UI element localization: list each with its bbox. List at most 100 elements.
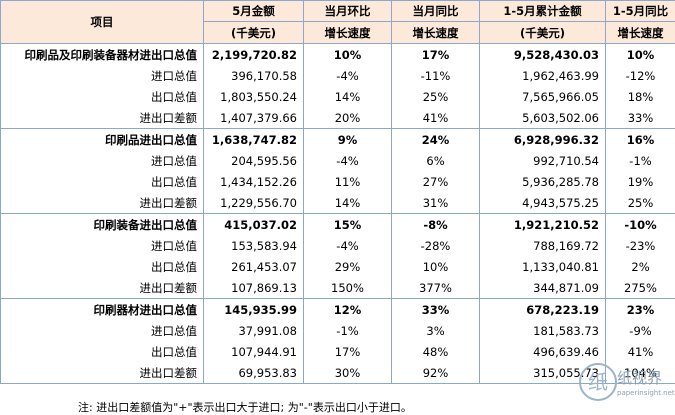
- ytd-yoy-growth-cell: -1%: [605, 150, 675, 171]
- ytd-yoy-growth-cell: 18%: [605, 86, 675, 107]
- ytd-yoy-growth-cell: 10%: [605, 43, 675, 65]
- ytd-amount-cell: 496,639.46: [479, 341, 606, 362]
- mom-growth-cell: 14%: [303, 192, 392, 214]
- yoy-growth-cell: 17%: [391, 43, 480, 65]
- may-amount-cell: 107,944.91: [203, 341, 304, 362]
- mom-growth-cell: 20%: [303, 107, 392, 129]
- ytd-yoy-growth-cell: 2%: [605, 256, 675, 277]
- group-total-row: 印刷品及印刷装备器材进出口总值 2,199,720.82 10% 17% 9,528,4…: [0, 43, 675, 65]
- row-label-cell: 进口总值: [0, 320, 204, 341]
- watermark-logo: 纸 纸视界 paperinsight.net: [579, 363, 675, 403]
- row-label-cell: 出口总值: [0, 341, 204, 362]
- table-row: 出口总值 107,944.91 17% 48% 496,639.46 41%: [0, 341, 675, 362]
- row-label-cell: 进口总值: [0, 150, 204, 171]
- mom-growth-cell: 150%: [303, 277, 392, 299]
- row-label-cell: 出口总值: [0, 171, 204, 192]
- may-amount-cell: 2,199,720.82: [203, 43, 304, 65]
- ytd-amount-cell: 1,921,210.52: [479, 213, 606, 235]
- row-label-cell: 进出口差额: [0, 277, 204, 299]
- logo-mark-icon: 纸: [579, 363, 617, 401]
- table-row: 进出口差额 69,953.83 30% 92% 315,055.73 104%: [0, 362, 675, 384]
- header-item: 项目: [0, 0, 204, 44]
- row-label-cell: 进出口差额: [0, 362, 204, 384]
- yoy-growth-cell: -8%: [391, 213, 480, 235]
- yoy-growth-cell: 377%: [391, 277, 480, 299]
- yoy-growth-cell: 27%: [391, 171, 480, 192]
- logo-url-text: paperinsight.net: [617, 389, 675, 397]
- header-ytd-amount: 1-5月累计金额: [479, 0, 606, 22]
- may-amount-cell: 153,583.94: [203, 235, 304, 256]
- table-row: 进出口差额 1,407,379.66 20% 41% 5,603,502.06 33%: [0, 107, 675, 129]
- yoy-growth-cell: 6%: [391, 150, 480, 171]
- header-may-amount: 5月金额: [203, 0, 304, 22]
- ytd-amount-cell: 678,223.19: [479, 298, 606, 320]
- header-mom-growth: 当月环比: [303, 0, 392, 22]
- yoy-growth-cell: 48%: [391, 341, 480, 362]
- yoy-growth-cell: 92%: [391, 362, 480, 384]
- header-yoy-growth-sub: 增长速度: [391, 21, 480, 44]
- table-body: 印刷品及印刷装备器材进出口总值 2,199,720.82 10% 17% 9,528,4…: [0, 43, 675, 384]
- group-total-row: 印刷品进出口总值 1,638,747.82 9% 24% 6,928,996.32 16%: [0, 128, 675, 150]
- may-amount-cell: 1,638,747.82: [203, 128, 304, 150]
- table-row: 进口总值 204,595.56 -4% 6% 992,710.54 -1%: [0, 150, 675, 171]
- yoy-growth-cell: -28%: [391, 235, 480, 256]
- ytd-amount-cell: 788,169.72: [479, 235, 606, 256]
- ytd-amount-cell: 1,133,040.81: [479, 256, 606, 277]
- table-row: 进口总值 153,583.94 -4% -28% 788,169.72 -23%: [0, 235, 675, 256]
- yoy-growth-cell: 24%: [391, 128, 480, 150]
- yoy-growth-cell: 31%: [391, 192, 480, 214]
- ytd-amount-cell: 7,565,966.05: [479, 86, 606, 107]
- may-amount-cell: 204,595.56: [203, 150, 304, 171]
- header-ytd-amount-unit: (千美元): [479, 21, 606, 44]
- mom-growth-cell: -4%: [303, 235, 392, 256]
- ytd-amount-cell: 992,710.54: [479, 150, 606, 171]
- may-amount-cell: 37,991.08: [203, 320, 304, 341]
- mom-growth-cell: -1%: [303, 320, 392, 341]
- mom-growth-cell: 17%: [303, 341, 392, 362]
- ytd-amount-cell: 4,943,575.25: [479, 192, 606, 214]
- row-label-cell: 印刷品及印刷装备器材进出口总值: [0, 43, 204, 65]
- row-label-cell: 印刷器材进出口总值: [0, 298, 204, 320]
- logo-brand-text: 纸视界: [617, 369, 663, 387]
- table-row: 进口总值 396,170.58 -4% -11% 1,962,463.99 -12%: [0, 65, 675, 86]
- trade-statistics-table: 项目 5月金额 当月环比 当月同比 1-5月累计金额 1-5月同比 (千美元) …: [0, 0, 675, 384]
- header-may-amount-unit: (千美元): [203, 21, 304, 44]
- mom-growth-cell: -4%: [303, 65, 392, 86]
- ytd-yoy-growth-cell: 33%: [605, 107, 675, 129]
- row-label-cell: 进口总值: [0, 235, 204, 256]
- row-label-cell: 出口总值: [0, 256, 204, 277]
- may-amount-cell: 69,953.83: [203, 362, 304, 384]
- ytd-amount-cell: 6,928,996.32: [479, 128, 606, 150]
- table-row: 进口总值 37,991.08 -1% 3% 181,583.73 -9%: [0, 320, 675, 341]
- ytd-yoy-growth-cell: 25%: [605, 192, 675, 214]
- mom-growth-cell: 10%: [303, 43, 392, 65]
- row-label-cell: 进出口差额: [0, 107, 204, 129]
- may-amount-cell: 1,434,152.26: [203, 171, 304, 192]
- ytd-amount-cell: 5,936,285.78: [479, 171, 606, 192]
- may-amount-cell: 145,935.99: [203, 298, 304, 320]
- ytd-amount-cell: 9,528,430.03: [479, 43, 606, 65]
- ytd-yoy-growth-cell: -10%: [605, 213, 675, 235]
- may-amount-cell: 1,407,379.66: [203, 107, 304, 129]
- ytd-yoy-growth-cell: 23%: [605, 298, 675, 320]
- header-mom-growth-sub: 增长速度: [303, 21, 392, 44]
- group-total-row: 印刷装备进出口总值 415,037.02 15% -8% 1,921,210.52 -10…: [0, 213, 675, 235]
- group-total-row: 印刷器材进出口总值 145,935.99 12% 33% 678,223.19 23%: [0, 298, 675, 320]
- yoy-growth-cell: 10%: [391, 256, 480, 277]
- ytd-yoy-growth-cell: 19%: [605, 171, 675, 192]
- yoy-growth-cell: 25%: [391, 86, 480, 107]
- header-ytd-yoy-growth: 1-5月同比: [605, 0, 675, 22]
- mom-growth-cell: 30%: [303, 362, 392, 384]
- ytd-amount-cell: 1,962,463.99: [479, 65, 606, 86]
- ytd-yoy-growth-cell: 41%: [605, 341, 675, 362]
- mom-growth-cell: 12%: [303, 298, 392, 320]
- ytd-amount-cell: 5,603,502.06: [479, 107, 606, 129]
- yoy-growth-cell: 41%: [391, 107, 480, 129]
- ytd-yoy-growth-cell: -9%: [605, 320, 675, 341]
- yoy-growth-cell: 3%: [391, 320, 480, 341]
- table-row: 出口总值 1,434,152.26 11% 27% 5,936,285.78 19%: [0, 171, 675, 192]
- may-amount-cell: 1,803,550.24: [203, 86, 304, 107]
- ytd-amount-cell: 344,871.09: [479, 277, 606, 299]
- header-yoy-growth: 当月同比: [391, 0, 480, 22]
- ytd-amount-cell: 181,583.73: [479, 320, 606, 341]
